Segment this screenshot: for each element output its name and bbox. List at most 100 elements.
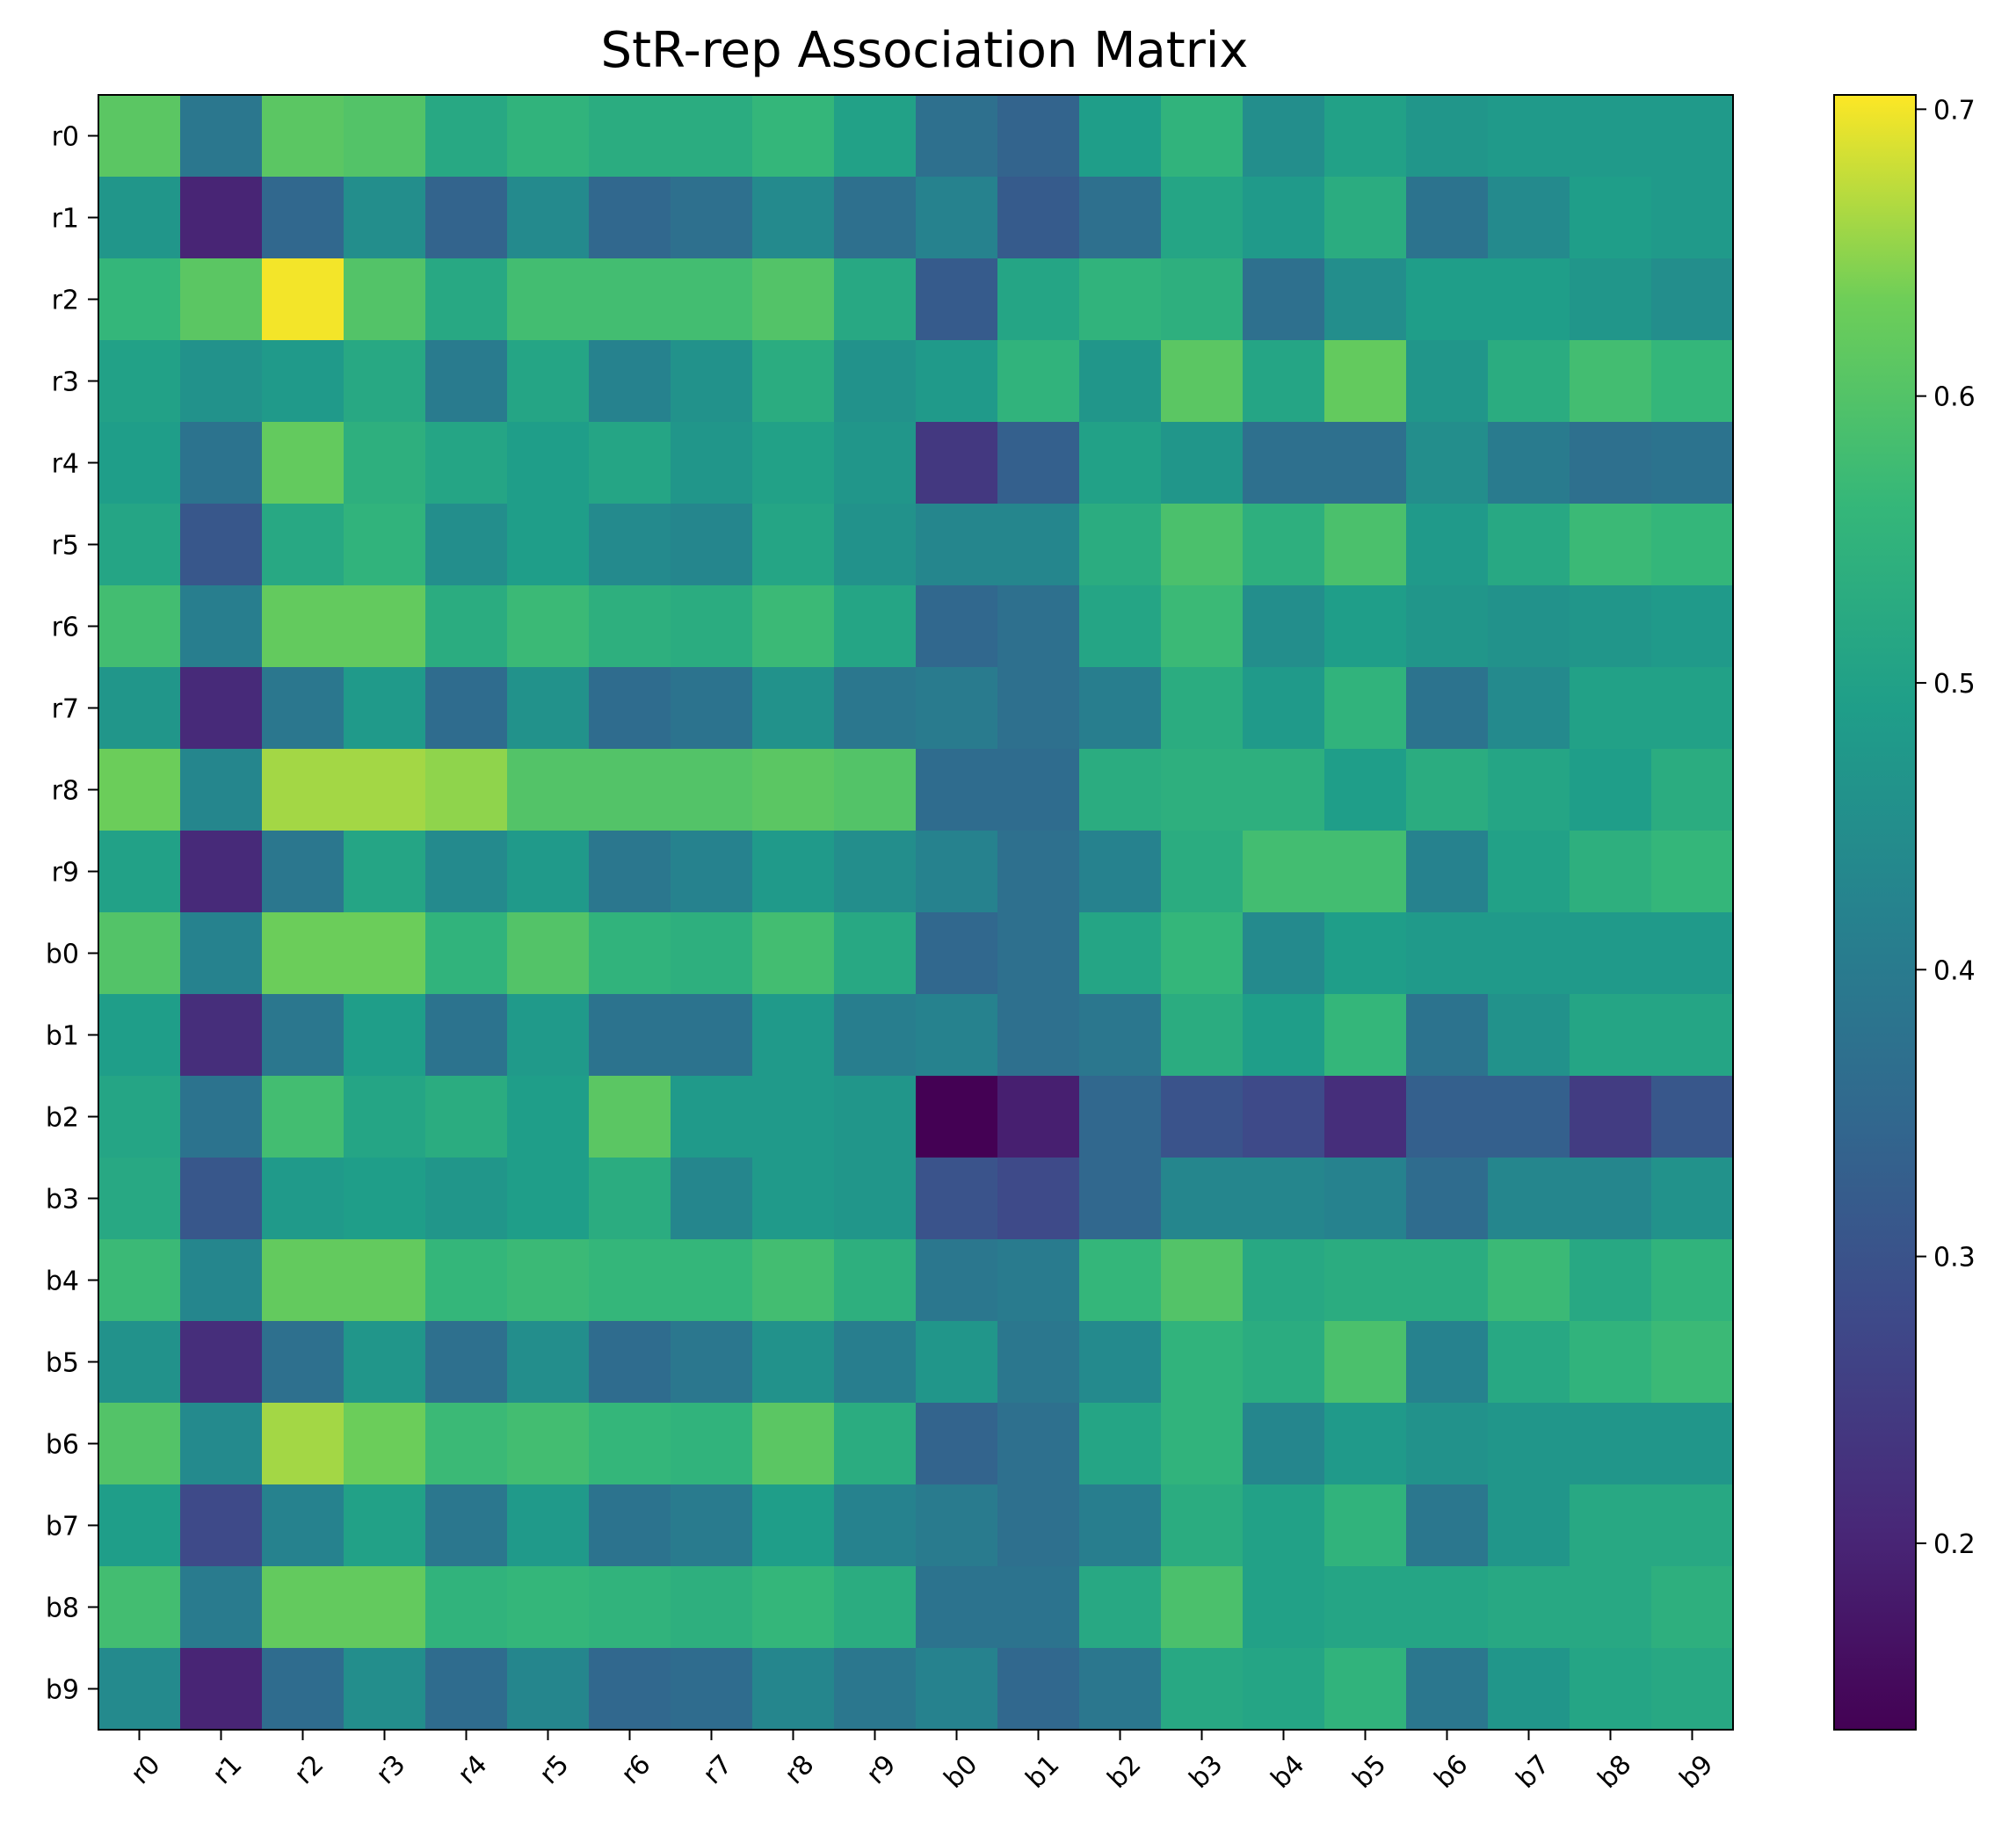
heatmap-cell [997,994,1080,1077]
y-tick-label: b6 [46,1430,79,1461]
heatmap-cell [997,585,1080,668]
heatmap-cell [507,1158,590,1240]
heatmap-cell [1651,1403,1734,1485]
heatmap-cell [262,1484,344,1567]
heatmap-cell [1651,585,1734,668]
heatmap-cell [98,340,181,423]
heatmap-cell [752,1321,835,1404]
heatmap-cell [997,422,1080,504]
y-tick-label: b3 [46,1185,79,1216]
heatmap-cell [1161,1403,1244,1485]
heatmap-cell [1079,504,1162,586]
heatmap-cell [425,994,508,1077]
y-tick-label: b0 [46,940,79,970]
heatmap-cell [589,1648,671,1731]
heatmap-cell [1651,831,1734,913]
heatmap-cell [997,1484,1080,1567]
heatmap-cell [1079,1158,1162,1240]
heatmap-cell [1651,1158,1734,1240]
heatmap-cell [1079,994,1162,1077]
heatmap-cell [589,1076,671,1158]
heatmap-cell [344,1484,426,1567]
heatmap-cell [180,749,263,831]
heatmap-cell [916,1648,998,1731]
heatmap-cell [589,912,671,995]
heatmap-cell [425,831,508,913]
heatmap-cell [262,912,344,995]
heatmap-cell [1651,1566,1734,1649]
heatmap-cell [1079,340,1162,423]
heatmap-cell [834,1403,917,1485]
x-tick-label: r9 [860,1749,902,1790]
heatmap-cell [1161,1158,1244,1240]
heatmap-cell [344,258,426,341]
colorbar-tick-label: 0.2 [1933,1529,1976,1560]
heatmap-cell [671,340,753,423]
heatmap-cell [997,1321,1080,1404]
heatmap-cell [1570,1403,1652,1485]
heatmap-cell [1243,994,1325,1077]
heatmap-cell [916,504,998,586]
heatmap-cell [507,504,590,586]
heatmap-cell [1243,1076,1325,1158]
heatmap-cell [916,912,998,995]
heatmap-cell [916,177,998,259]
heatmap-cell [1570,1648,1652,1731]
heatmap-cell [834,831,917,913]
heatmap-cell [1324,912,1407,995]
plot-frame [98,94,1734,1731]
heatmap-cell [262,422,344,504]
heatmap-cell [1488,831,1570,913]
heatmap-cell [1406,1566,1489,1649]
heatmap-cell [425,1403,508,1485]
heatmap-cell [262,994,344,1077]
y-tick-label: b8 [46,1593,79,1624]
heatmap-cell [1161,340,1244,423]
heatmap-cell [997,1566,1080,1649]
heatmap-cell [1488,504,1570,586]
heatmap-cell [1406,994,1489,1077]
heatmap-cell [98,95,181,178]
heatmap-cell [997,1239,1080,1322]
x-tick-label: b9 [1674,1749,1720,1795]
heatmap-cell [344,1076,426,1158]
heatmap-cell [344,95,426,178]
heatmap-cell [344,422,426,504]
heatmap-cell [1324,1321,1407,1404]
heatmap-cell [1161,177,1244,259]
heatmap-cell [834,1321,917,1404]
heatmap-cell [344,1648,426,1731]
heatmap-cell [671,994,753,1077]
heatmap-cell [1570,749,1652,831]
x-tick-label: b4 [1265,1749,1311,1795]
heatmap-cell [916,585,998,668]
heatmap-cell [1161,994,1244,1077]
heatmap-cell [262,1076,344,1158]
heatmap-cell [425,1648,508,1731]
heatmap-cell [752,749,835,831]
heatmap-cell [1079,258,1162,341]
heatmap-cell [1324,1484,1407,1567]
heatmap-cell [507,994,590,1077]
heatmap-cell [1079,177,1162,259]
heatmap-cell [1161,1239,1244,1322]
heatmap-cell [1406,177,1489,259]
heatmap-cell [834,1566,917,1649]
heatmap-cell [997,1158,1080,1240]
heatmap-cell [180,1076,263,1158]
heatmap-cell [1406,1076,1489,1158]
heatmap-cell [1161,1484,1244,1567]
heatmap-cell [1243,95,1325,178]
colorbar [1833,94,1917,1731]
heatmap-cell [1570,1158,1652,1240]
heatmap-cell [752,1403,835,1485]
heatmap-cell [1243,1158,1325,1240]
heatmap-cell [344,749,426,831]
x-tick-label: b7 [1511,1749,1556,1795]
heatmap-cell [671,912,753,995]
heatmap-cell [1243,1239,1325,1322]
heatmap-cell [1079,95,1162,178]
heatmap-cell [1161,1321,1244,1404]
heatmap-cell [671,1566,753,1649]
chart-title: StR-rep Association Matrix [601,22,1249,79]
